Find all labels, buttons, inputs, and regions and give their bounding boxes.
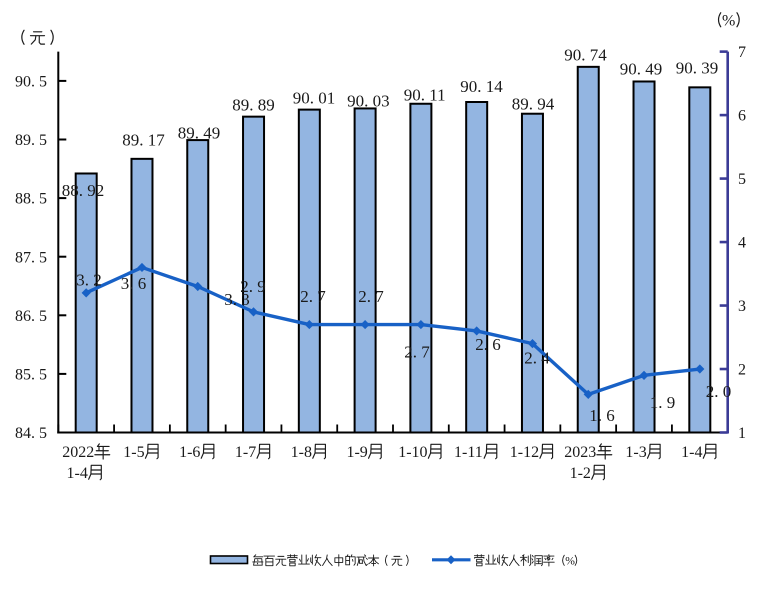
svg-text:84.5: 84. 5 xyxy=(15,425,47,442)
svg-text:90.11: 90. 11 xyxy=(404,85,446,104)
svg-text:1-4: 1-4 xyxy=(67,465,88,482)
svg-text:1-4: 1-4 xyxy=(681,444,702,461)
svg-text:1-2: 1-2 xyxy=(570,465,591,482)
svg-text:2023: 2023 xyxy=(564,444,596,461)
svg-text:2022: 2022 xyxy=(62,444,94,461)
svg-text:2: 2 xyxy=(738,362,746,379)
svg-text:1-11: 1-11 xyxy=(454,444,483,461)
svg-text:90.5: 90. 5 xyxy=(15,74,47,91)
svg-text:1-7: 1-7 xyxy=(235,444,256,461)
svg-text:90.74: 90. 74 xyxy=(564,46,607,65)
svg-text:4: 4 xyxy=(738,235,746,252)
svg-text:1: 1 xyxy=(738,425,746,442)
svg-text:1-8: 1-8 xyxy=(291,444,312,461)
svg-text:86.5: 86. 5 xyxy=(15,308,47,325)
svg-text:85.5: 85. 5 xyxy=(15,367,47,384)
svg-text:1-6: 1-6 xyxy=(179,444,200,461)
svg-text:1-12: 1-12 xyxy=(510,444,539,461)
svg-text:1-9: 1-9 xyxy=(346,444,367,461)
svg-text:%: % xyxy=(565,555,575,568)
svg-text:5: 5 xyxy=(738,171,746,188)
svg-text:1-3: 1-3 xyxy=(625,444,646,461)
svg-text:1-10: 1-10 xyxy=(398,444,427,461)
svg-text:89.5: 89. 5 xyxy=(15,132,47,149)
svg-text:7: 7 xyxy=(738,44,746,61)
svg-text:1-5: 1-5 xyxy=(123,444,144,461)
svg-text:3: 3 xyxy=(738,298,746,315)
svg-text:87.5: 87. 5 xyxy=(15,249,47,266)
svg-text:90.03: 90. 03 xyxy=(347,92,390,111)
svg-text:88.5: 88. 5 xyxy=(15,191,47,208)
svg-text:%: % xyxy=(722,13,735,30)
svg-text:6: 6 xyxy=(738,108,746,125)
